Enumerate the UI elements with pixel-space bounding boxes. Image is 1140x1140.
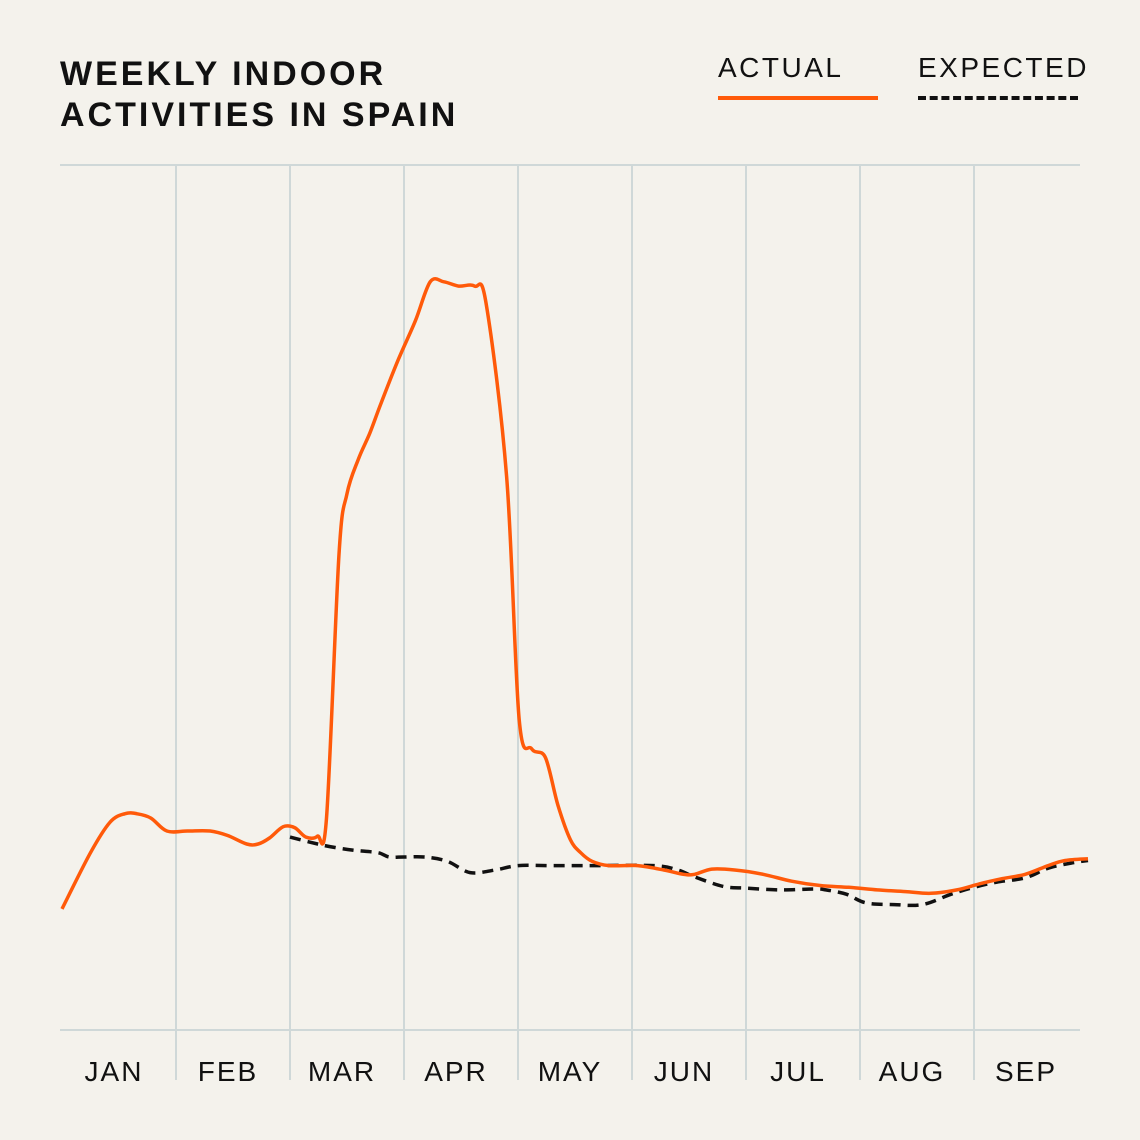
x-tick-label-apr: APR — [424, 1056, 488, 1087]
legend-label-actual: ACTUAL — [718, 52, 844, 83]
chart-title: WEEKLY INDOOR ACTIVITIES IN SPAIN — [60, 54, 458, 136]
legend-swatch-actual — [718, 96, 878, 100]
legend-item-actual: ACTUAL — [718, 52, 878, 100]
x-tick-label-jan: JAN — [85, 1056, 144, 1087]
legend-item-expected: EXPECTED — [918, 52, 1089, 100]
legend-label-expected: EXPECTED — [918, 52, 1089, 83]
legend-swatch-expected — [918, 96, 1078, 100]
chart-title-line-1: WEEKLY INDOOR — [60, 55, 387, 93]
x-tick-label-mar: MAR — [308, 1056, 376, 1087]
x-tick-label-jul: JUL — [770, 1056, 826, 1087]
series-line-actual — [60, 277, 1089, 910]
series-line-expected — [289, 835, 1089, 908]
x-tick-label-aug: AUG — [879, 1056, 946, 1087]
x-tick-label-may: MAY — [538, 1056, 603, 1087]
chart-title-line-2: ACTIVITIES IN SPAIN — [60, 96, 459, 134]
x-tick-label-feb: FEB — [198, 1056, 258, 1087]
x-tick-label-sep: SEP — [995, 1056, 1057, 1087]
x-tick-label-jun: JUN — [654, 1056, 714, 1087]
